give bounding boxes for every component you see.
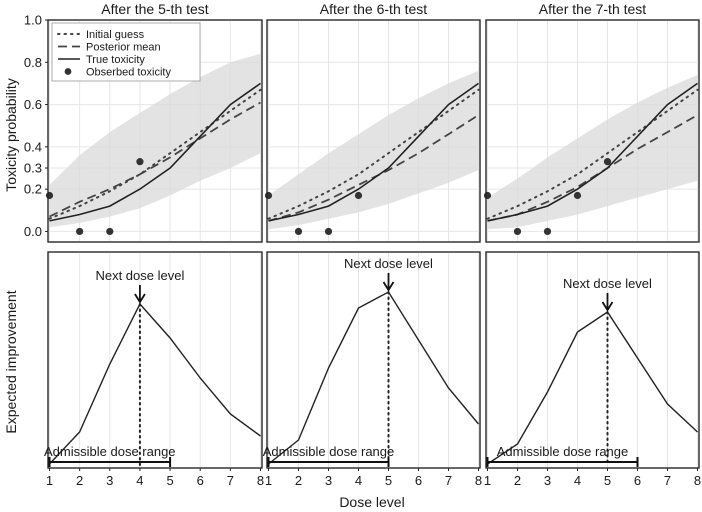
x-tick-label: 7 — [664, 473, 671, 488]
posterior-mean-line — [268, 114, 479, 222]
legend-label-observed: Obserbed toxicity — [86, 67, 171, 79]
y-tick-label: 1.0 — [24, 13, 42, 28]
x-tick-label: 2 — [76, 473, 83, 488]
x-tick-label: 1 — [46, 473, 53, 488]
plot-layer: After the 5-th test Next dose level Admiss… — [24, 1, 701, 488]
legend-box — [51, 22, 201, 82]
toxicity-panel-border — [266, 19, 481, 243]
observed-toxicity-point — [573, 191, 582, 200]
credible-band — [487, 75, 698, 230]
y-tick-label: 0.0 — [24, 224, 42, 239]
ei-panel-border — [485, 251, 700, 469]
observed-toxicity-point — [136, 158, 144, 166]
y-tick-label: 0.2 — [24, 182, 42, 197]
toxicity-panel-border — [485, 19, 700, 243]
next-dose-arrow-head — [134, 293, 146, 304]
observed-toxicity-point — [45, 191, 54, 200]
observed-toxicity-point — [483, 191, 492, 200]
credible-band — [268, 70, 479, 230]
legend-label-posterior: Posterior mean — [86, 42, 161, 54]
ei-panel-border — [47, 251, 263, 469]
next-dose-label: Next dose level — [563, 276, 652, 291]
y-tick-label: 0.8 — [24, 55, 42, 70]
initial-guess-line — [267, 88, 480, 220]
x-tick-label: 8 — [475, 473, 482, 488]
next-dose-arrow-head — [601, 301, 614, 312]
ei-panel-frame — [47, 251, 263, 469]
x-tick-label: 5 — [604, 473, 611, 488]
admissible-range-label: Admissible dose range — [263, 444, 395, 459]
x-tick-label: 3 — [325, 473, 332, 488]
x-tick-label: 7 — [445, 473, 452, 488]
x-tick-label: 1 — [484, 473, 491, 488]
y-tick-label: 0.3 — [24, 161, 42, 176]
expected-improvement-line — [487, 311, 698, 465]
x-tick-label: 7 — [227, 473, 234, 488]
x-tick-label: 1 — [265, 473, 272, 488]
x-tick-label: 6 — [415, 473, 422, 488]
legend-swatch-observed — [64, 68, 72, 75]
x-tick-label: 4 — [574, 473, 581, 488]
panel-2: After the 6-th test Next dose level Admiss… — [263, 1, 482, 488]
observed-toxicity-point — [106, 227, 114, 236]
true-toxicity-line — [268, 82, 479, 222]
observed-toxicity-point — [264, 191, 273, 200]
x-tick-label: 3 — [106, 473, 113, 488]
legend-label-true: True toxicity — [86, 54, 145, 66]
toxicity-panel-border — [47, 19, 263, 243]
observed-toxicity-point — [354, 191, 363, 200]
x-tick-label: 4 — [355, 473, 362, 488]
next-dose-label: Next dose level — [95, 268, 184, 283]
observed-toxicity-point — [543, 227, 552, 236]
x-tick-label: 6 — [197, 473, 204, 488]
panel-1: After the 5-th test Next dose level Admiss… — [44, 1, 264, 488]
observed-toxicity-point — [324, 227, 333, 236]
x-tick-label: 8 — [257, 473, 264, 488]
y-tick-label: 0.6 — [24, 97, 42, 112]
next-dose-arrow-head — [382, 281, 395, 292]
x-tick-label: 5 — [166, 473, 173, 488]
credible-band — [49, 53, 261, 228]
x-tick-label: 4 — [136, 473, 143, 488]
panel-title: After the 5-th test — [101, 1, 208, 17]
observed-toxicity-point — [603, 158, 612, 166]
admissible-range-label: Admissible dose range — [44, 444, 176, 459]
x-tick-label: 2 — [514, 473, 521, 488]
x-tick-label: 5 — [385, 473, 392, 488]
expected-improvement-line — [48, 302, 261, 465]
x-axis-title: Dose level — [339, 494, 404, 510]
observed-toxicity-point — [513, 227, 522, 236]
observed-toxicity-point — [294, 227, 303, 236]
panel-title: After the 7-th test — [539, 1, 646, 17]
panel-title: After the 6-th test — [320, 1, 427, 17]
posterior-mean-line — [49, 101, 261, 218]
observed-toxicity-point — [76, 227, 84, 236]
initial-guess-line — [486, 88, 699, 220]
true-toxicity-line — [487, 82, 698, 222]
x-tick-label: 8 — [694, 473, 701, 488]
next-dose-label: Next dose level — [344, 256, 433, 271]
initial-guess-line — [48, 88, 262, 220]
y-tick-label: 0.4 — [24, 139, 42, 154]
true-toxicity-line — [49, 82, 261, 222]
admissible-range-label: Admissible dose range — [497, 444, 629, 459]
x-tick-label: 3 — [544, 473, 551, 488]
x-tick-label: 2 — [295, 473, 302, 488]
ei-panel-border — [266, 251, 481, 469]
x-tick-label: 6 — [634, 473, 641, 488]
expected-improvement-line — [268, 291, 480, 465]
toxicity-y-axis-title: Toxicity probability — [3, 78, 19, 192]
ei-y-axis-title: Expected improvement — [3, 290, 19, 433]
legend-label-initial: Initial guess — [86, 29, 145, 41]
panel-3: After the 7-th test Next dose level Admiss… — [484, 1, 701, 488]
